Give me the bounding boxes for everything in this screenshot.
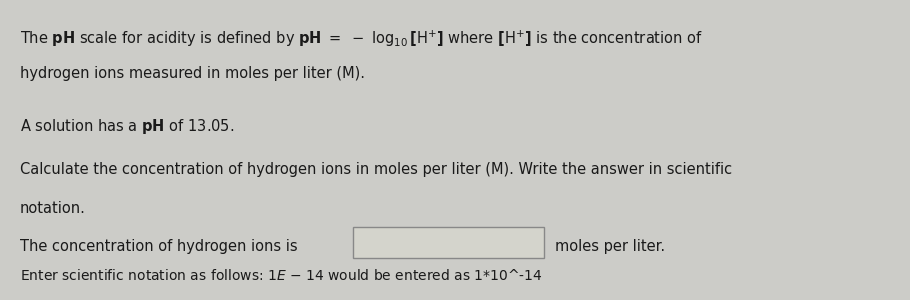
Text: A solution has a $\mathbf{pH}$ of 13.05.: A solution has a $\mathbf{pH}$ of 13.05.	[20, 117, 235, 136]
Text: hydrogen ions measured in moles per liter (M).: hydrogen ions measured in moles per lite…	[20, 66, 365, 81]
Text: Enter scientific notation as follows: 1$\mathit{E}$ $-$ 14 would be entered as 1: Enter scientific notation as follows: 1$…	[20, 268, 542, 283]
Text: moles per liter.: moles per liter.	[555, 238, 665, 253]
Text: Calculate the concentration of hydrogen ions in moles per liter (M). Write the a: Calculate the concentration of hydrogen …	[20, 162, 733, 177]
FancyBboxPatch shape	[353, 226, 544, 258]
Text: notation.: notation.	[20, 201, 86, 216]
Text: The concentration of hydrogen ions is: The concentration of hydrogen ions is	[20, 238, 298, 253]
Text: The $\mathbf{pH}$ scale for acidity is defined by $\mathbf{pH}$ $=\ -\ \log_{10}: The $\mathbf{pH}$ scale for acidity is d…	[20, 28, 703, 49]
